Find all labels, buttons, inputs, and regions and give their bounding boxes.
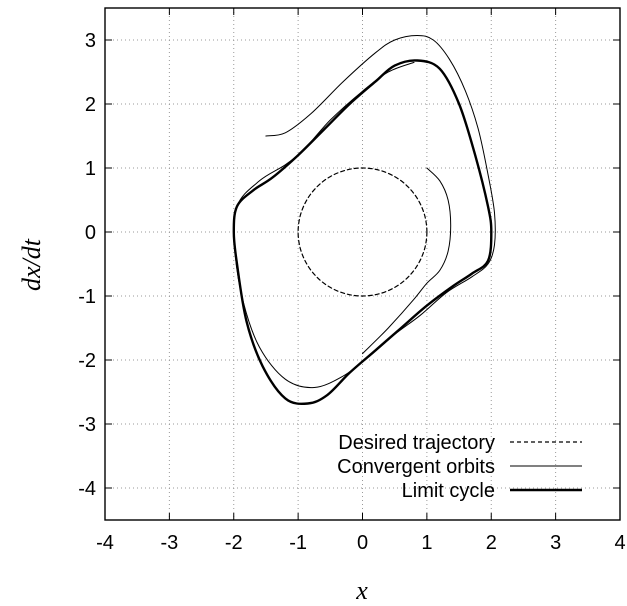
x-tick-label: 2 [486, 532, 497, 554]
series-thick [232, 59, 493, 406]
series-thin [233, 35, 496, 389]
y-tick-label: 1 [85, 158, 96, 180]
y-tick-label: -4 [78, 478, 96, 500]
x-tick-label: -2 [225, 532, 243, 554]
y-axis-title: dx/dt [17, 238, 46, 291]
legend-label: Desired trajectory [338, 432, 495, 454]
x-tick-label: -4 [96, 532, 114, 554]
x-axis-title: x [355, 576, 368, 605]
series-line [362, 167, 452, 355]
y-tick-label: 0 [85, 222, 96, 244]
x-tick-label: -1 [289, 532, 307, 554]
y-tick-label: -1 [78, 286, 96, 308]
series-dashed [297, 167, 428, 297]
series-line [297, 167, 428, 297]
y-tick-label: 3 [85, 30, 96, 52]
y-tick-label: -2 [78, 350, 96, 372]
x-tick-label: 1 [421, 532, 432, 554]
x-tick-label: 0 [357, 532, 368, 554]
axis-ticks: -4 -3 -2 -1 0 1 2 3 4 -4 -3 -2 -1 0 1 2 3 [78, 8, 626, 554]
y-tick-label: -3 [78, 414, 96, 436]
series [232, 35, 496, 406]
series-line [233, 35, 496, 389]
grid-lines [105, 8, 620, 520]
series-line [232, 59, 493, 406]
y-tick-label: 2 [85, 94, 96, 116]
legend-label: Limit cycle [402, 480, 495, 502]
x-tick-label: 3 [550, 532, 561, 554]
x-tick-label: 4 [614, 532, 625, 554]
x-tick-label: -3 [160, 532, 178, 554]
legend-label: Convergent orbits [337, 456, 495, 478]
